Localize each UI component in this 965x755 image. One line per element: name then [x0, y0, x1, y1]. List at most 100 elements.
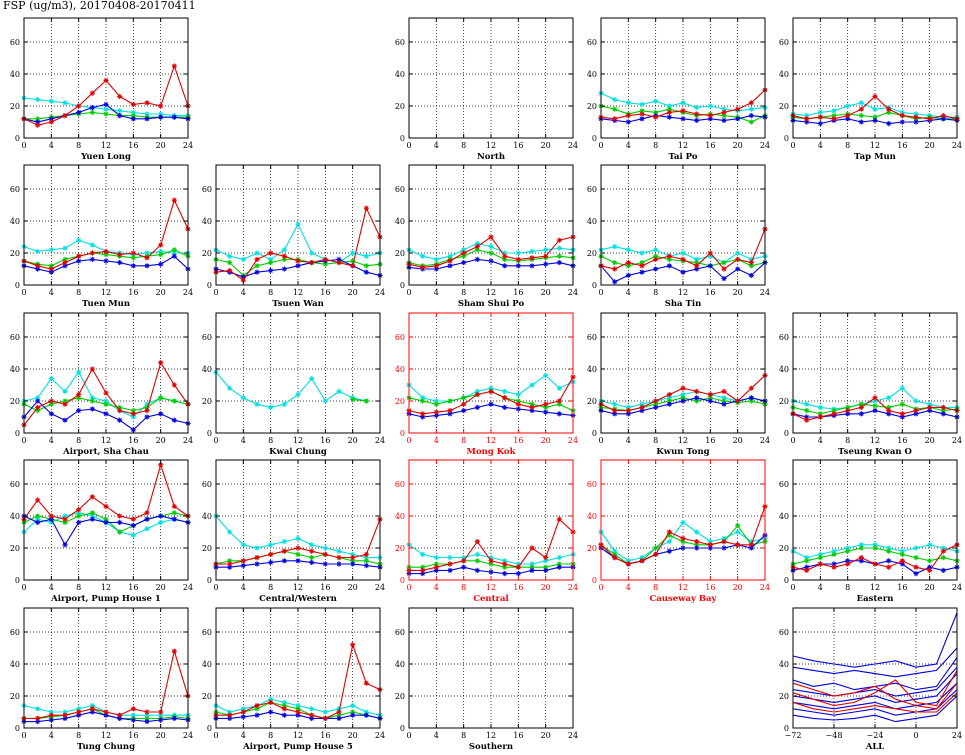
- x-tick-label: 8: [268, 288, 273, 297]
- y-tick-label: 0: [784, 429, 789, 438]
- data-point-blue: [872, 117, 878, 123]
- data-point-red: [927, 404, 933, 410]
- data-point-red: [89, 90, 95, 96]
- data-point-green: [89, 510, 95, 516]
- data-point-green: [817, 555, 823, 561]
- data-point-red: [48, 513, 54, 519]
- x-tick-label: 4: [49, 288, 54, 297]
- data-point-green: [171, 398, 177, 404]
- data-point-cyan: [363, 253, 369, 259]
- figure-title: FSP (ug/m3), 20170408-20170411: [3, 0, 196, 12]
- data-point-blue: [543, 567, 549, 573]
- y-tick-label: 20: [779, 692, 789, 701]
- data-point-red: [831, 411, 837, 417]
- data-point-blue: [158, 513, 164, 519]
- x-tick-label: 8: [461, 288, 466, 297]
- data-point-red: [625, 408, 631, 414]
- y-tick-label: 0: [15, 134, 20, 143]
- data-point-green: [268, 260, 274, 266]
- y-tick-label: 40: [779, 70, 789, 79]
- data-point-red: [666, 529, 672, 535]
- data-point-cyan: [721, 395, 727, 401]
- y-tick-label: 40: [587, 217, 597, 226]
- data-point-red: [363, 680, 369, 686]
- data-point-cyan: [529, 382, 535, 388]
- x-tick-label: 16: [513, 731, 523, 740]
- data-point-blue: [130, 717, 136, 723]
- data-point-blue: [748, 113, 754, 119]
- data-point-green: [872, 403, 878, 409]
- y-tick-label: 0: [207, 429, 212, 438]
- panel-tuen-mun: 0 4 8 12 16 20 24 0 20 40 60 Tuen Mun: [10, 164, 193, 309]
- data-point-red: [144, 100, 150, 106]
- data-point-blue: [171, 417, 177, 423]
- data-point-cyan: [76, 706, 82, 712]
- series-line-blue: [792, 612, 958, 668]
- y-tick-label: 0: [784, 134, 789, 143]
- data-point-red: [886, 408, 892, 414]
- x-tick-label: 16: [320, 731, 330, 740]
- data-point-red: [309, 548, 315, 554]
- y-tick-label: 20: [202, 249, 212, 258]
- data-point-green: [556, 401, 562, 407]
- y-tick-label: 20: [10, 102, 20, 111]
- data-point-red: [350, 555, 356, 561]
- data-point-blue: [158, 717, 164, 723]
- data-point-red: [817, 414, 823, 420]
- x-tick-label: 8: [76, 288, 81, 297]
- data-point-blue: [666, 263, 672, 269]
- data-point-cyan: [322, 545, 328, 551]
- data-point-red: [556, 237, 562, 243]
- data-point-blue: [694, 395, 700, 401]
- data-point-red: [103, 248, 109, 254]
- x-tick-label: 16: [128, 731, 138, 740]
- data-point-green: [804, 558, 810, 564]
- series-line-blue: [792, 689, 958, 716]
- series-line-red: [24, 649, 189, 719]
- data-point-blue: [515, 406, 521, 412]
- data-point-red: [666, 392, 672, 398]
- data-point-red: [694, 111, 700, 117]
- data-point-blue: [171, 715, 177, 721]
- y-tick-label: 20: [779, 544, 789, 553]
- data-point-green: [89, 398, 95, 404]
- data-point-blue: [336, 561, 342, 567]
- data-point-blue: [502, 263, 508, 269]
- data-point-green: [76, 513, 82, 519]
- y-tick-label: 40: [10, 660, 20, 669]
- data-point-red: [940, 113, 946, 119]
- x-tick-label: 24: [183, 731, 193, 740]
- data-point-cyan: [543, 247, 549, 253]
- x-tick-label: 20: [541, 141, 551, 150]
- x-tick-label: 16: [128, 436, 138, 445]
- x-tick-label: 8: [845, 141, 850, 150]
- data-point-red: [48, 266, 54, 272]
- y-tick-label: 20: [202, 692, 212, 701]
- x-tick-label: 24: [952, 141, 962, 150]
- y-tick-label: 20: [202, 397, 212, 406]
- data-point-blue: [639, 116, 645, 122]
- x-tick-label: −48: [826, 731, 843, 740]
- series-line-blue: [792, 682, 958, 710]
- x-tick-label: 20: [925, 583, 935, 592]
- data-point-red: [461, 401, 467, 407]
- data-point-cyan: [103, 106, 109, 112]
- data-point-red: [872, 93, 878, 99]
- x-tick-label: 16: [320, 436, 330, 445]
- data-point-red: [502, 561, 508, 567]
- data-point-blue: [254, 712, 260, 718]
- y-tick-label: 0: [400, 134, 405, 143]
- x-tick-label: 12: [678, 288, 688, 297]
- data-point-blue: [62, 542, 68, 548]
- data-point-cyan: [515, 250, 521, 256]
- data-point-red: [653, 256, 659, 262]
- data-point-cyan: [420, 551, 426, 557]
- data-point-red: [817, 561, 823, 567]
- data-point-green: [309, 555, 315, 561]
- data-point-red: [899, 558, 905, 564]
- data-point-red: [707, 392, 713, 398]
- y-tick-label: 0: [784, 576, 789, 585]
- data-point-blue: [502, 404, 508, 410]
- x-tick-label: 24: [375, 731, 385, 740]
- data-point-red: [474, 539, 480, 545]
